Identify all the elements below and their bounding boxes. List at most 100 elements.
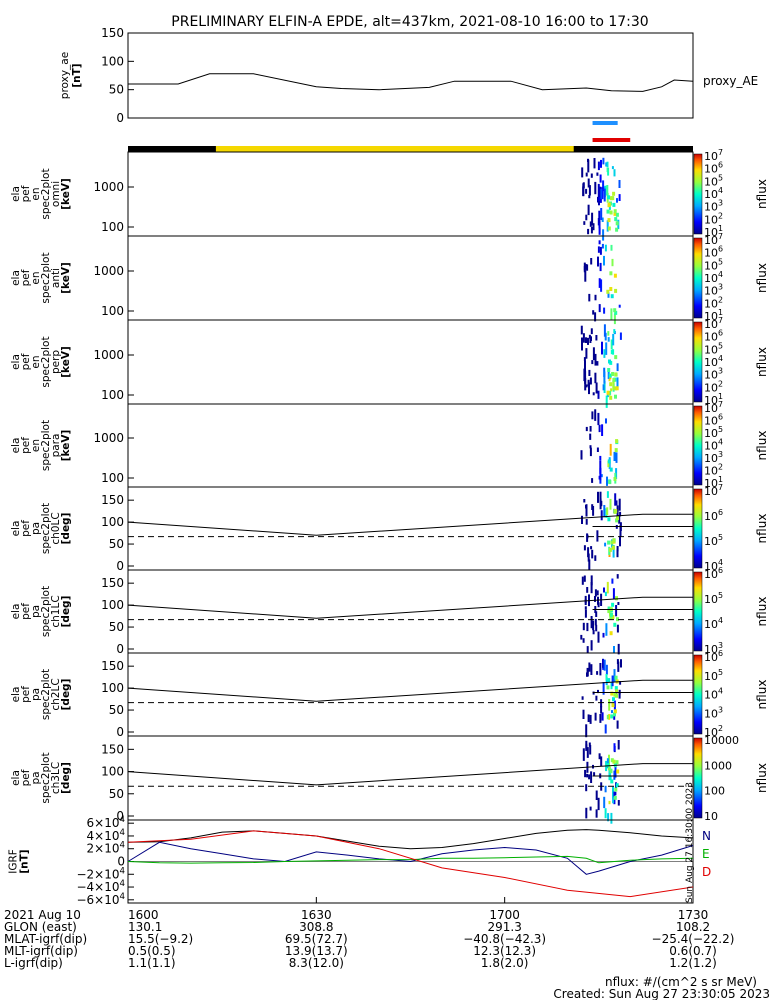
spectrogram-ylabel-line: ch1LC — [50, 595, 62, 627]
spectrogram-cell — [597, 183, 600, 196]
spectrogram-cell — [597, 631, 600, 643]
proxy-ae-ytick-label: 50 — [109, 83, 124, 97]
spectrogram-core-cell — [606, 685, 610, 690]
spectrogram-ylabel-line: en — [30, 355, 42, 368]
spectrogram-cell — [599, 498, 602, 510]
igrf-ytick-label: −6×104 — [76, 892, 125, 907]
spectrogram-cell — [619, 511, 622, 517]
spectrogram-cell — [599, 262, 602, 272]
spectrogram-cell — [586, 669, 589, 677]
spectrogram-cell — [611, 166, 614, 170]
spectrogram-cell — [590, 582, 593, 594]
spectrogram-core-cell — [614, 686, 618, 691]
spectrogram-cell — [594, 589, 597, 597]
spectrogram-cell — [580, 450, 583, 460]
spectrogram-core-cell — [613, 712, 616, 717]
spectrogram-ylabel-line: ela — [10, 770, 22, 786]
spectrogram-ytick-label: 1000 — [93, 180, 124, 194]
proxy-ae-ytick-label: 0 — [116, 111, 124, 125]
spectrogram-cell — [591, 360, 594, 365]
spectrogram-cell — [605, 623, 608, 636]
spectrogram-cell — [609, 376, 612, 380]
colorbar-tick-label: 1000 — [704, 759, 732, 772]
spectrogram-cell — [606, 581, 609, 594]
spectrogram-cell — [594, 409, 597, 421]
spectrogram-cell — [603, 324, 606, 337]
spectrogram-cell — [606, 714, 609, 720]
colorbar — [693, 321, 703, 403]
spectrogram-core-cell — [612, 697, 615, 702]
spectrogram-core-cell — [606, 390, 610, 395]
spectrogram-cell — [589, 445, 592, 449]
spectrogram-core-cell — [613, 795, 617, 800]
spectrogram-cell — [602, 384, 605, 391]
spectrogram-ylabel-line: ela — [10, 604, 22, 620]
spectrogram-core-cell — [609, 615, 613, 620]
spectrogram-core-cell — [610, 779, 614, 784]
spectrogram-cell — [591, 212, 594, 226]
spectrogram-cell — [598, 227, 601, 235]
spectrogram-cell — [582, 622, 585, 631]
spectrogram-cell — [605, 418, 607, 424]
spectrogram-cell — [601, 712, 604, 721]
plot-title: PRELIMINARY ELFIN-A EPDE, alt=437km, 202… — [171, 14, 648, 30]
footer-row-value: 0.6(0.7) — [669, 944, 717, 958]
spectrogram-cell — [594, 596, 596, 602]
spectrogram-cell — [601, 243, 604, 249]
colorbar-label: nflux — [755, 514, 769, 544]
spectrogram-cell — [606, 161, 609, 168]
spectrogram-cell — [606, 491, 609, 498]
spectrogram-cell — [597, 596, 599, 605]
spectrogram-core-cell — [606, 289, 610, 294]
spectrogram-cell — [590, 226, 593, 234]
spectrogram-core-cell — [613, 477, 617, 481]
spectrogram-cell — [599, 479, 602, 484]
colorbar-tick-label: 100 — [704, 785, 725, 798]
footer-row-label: MLAT-igrf(dip) — [4, 932, 87, 946]
spectrogram-ytick-label: 150 — [101, 659, 124, 673]
spectrogram-cell — [586, 646, 589, 653]
spectrogram-cell — [592, 691, 595, 695]
spectrogram-cell — [590, 575, 593, 586]
colorbar-label: nflux — [755, 179, 769, 209]
footer-row-value: 69.5(72.7) — [285, 932, 348, 946]
spectrogram-cell — [616, 624, 619, 633]
spectrogram-cell — [606, 220, 609, 232]
spectrogram-cell — [608, 800, 611, 805]
spectrogram-core-cell — [608, 373, 612, 378]
spectrogram-cell — [603, 505, 606, 518]
colorbar-tick-label: 10000 — [704, 734, 739, 747]
spectrogram-ylabel-line: spec2plot — [40, 503, 52, 554]
spectrogram-cell — [607, 337, 610, 342]
spectrogram-cell — [588, 382, 590, 395]
spectrogram-cell — [607, 368, 610, 379]
spectrogram-core-cell — [611, 196, 615, 201]
footer-row-value: 1600 — [128, 908, 159, 922]
spectrogram-ylabel-line: pa — [30, 605, 42, 618]
spectrogram-ylabel-line: en — [30, 439, 42, 452]
spectrogram-cell — [605, 664, 608, 675]
spectrogram-cell — [610, 308, 613, 320]
science-zone-blue — [592, 121, 618, 125]
spectrogram-core-cell — [609, 395, 613, 400]
spectrogram-cell — [613, 713, 616, 720]
spectrogram-ylabel-line: pef — [20, 769, 32, 786]
spectrogram-cell — [587, 204, 590, 216]
spectrogram-cell — [583, 499, 586, 503]
igrf-legend-D: D — [702, 865, 711, 879]
spectrogram-ytick-label: 100 — [101, 220, 124, 234]
spectrogram-cell — [583, 221, 586, 225]
spectrogram-cell — [587, 158, 589, 162]
spectrogram-cell — [582, 709, 585, 719]
spectrogram-cell — [592, 620, 595, 631]
spectrogram-cell — [613, 669, 616, 682]
spectrogram-core-cell — [608, 480, 612, 485]
spectrogram-core-cell — [614, 386, 617, 391]
spectrogram-cell — [609, 770, 612, 777]
spectrogram-cell — [597, 412, 600, 426]
spectrogram-cell — [617, 661, 620, 672]
spectrogram-cell — [589, 447, 592, 457]
spectrogram-cell — [587, 178, 590, 188]
